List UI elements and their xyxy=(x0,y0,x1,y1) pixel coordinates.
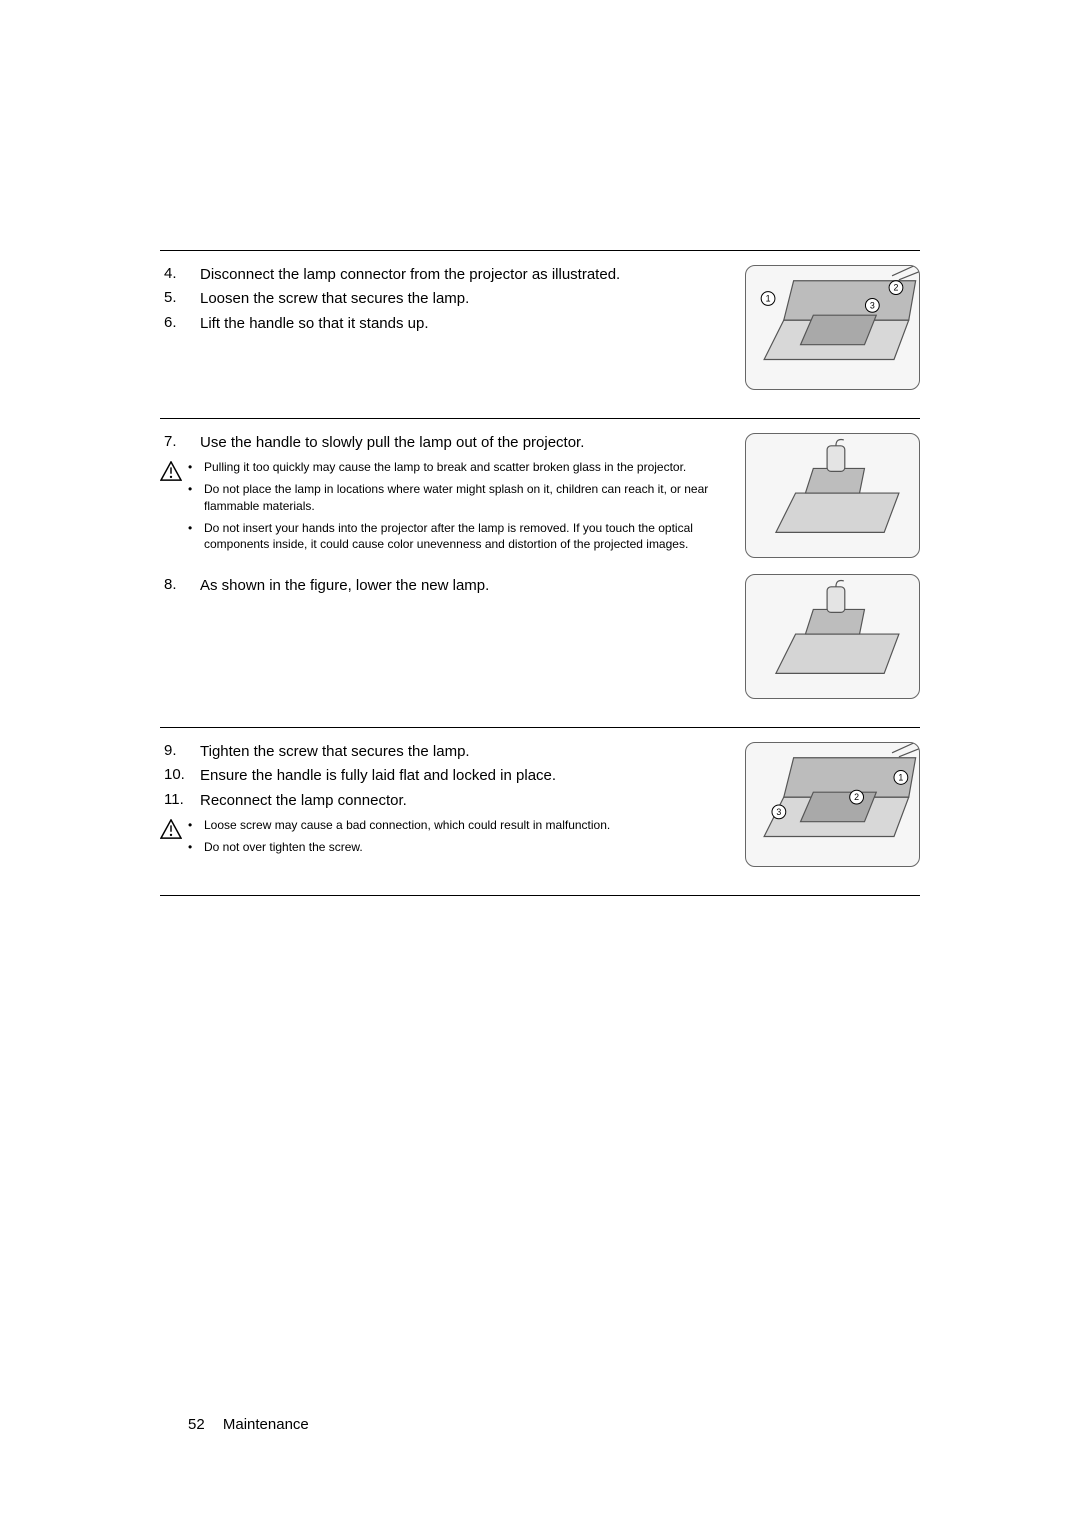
page-number: 52 xyxy=(188,1416,205,1433)
step-text: Disconnect the lamp connector from the p… xyxy=(200,265,727,285)
figure-illustration xyxy=(745,433,920,558)
step-text: Loosen the screw that secures the lamp. xyxy=(200,289,727,309)
callout-label: 3 xyxy=(776,807,781,817)
step-number: 6. xyxy=(160,314,200,334)
step-number: 5. xyxy=(160,289,200,309)
projector-open-lid-icon: 1 2 3 xyxy=(746,266,919,389)
figure-illustration: 1 2 3 xyxy=(745,742,920,867)
projector-open-lid-icon: 1 2 3 xyxy=(746,743,919,866)
step-number: 11. xyxy=(160,791,200,811)
caution-text: Do not over tighten the screw. xyxy=(204,839,363,855)
step-text: As shown in the figure, lower the new la… xyxy=(200,576,727,596)
instruction-section: 9. Tighten the screw that secures the la… xyxy=(160,727,920,896)
step-number: 7. xyxy=(160,433,200,453)
caution-text: Loose screw may cause a bad connection, … xyxy=(204,817,610,833)
step-number: 8. xyxy=(160,576,200,596)
warning-icon xyxy=(160,459,188,481)
caution-text: Do not insert your hands into the projec… xyxy=(204,520,727,552)
step-text: Reconnect the lamp connector. xyxy=(200,791,727,811)
callout-label: 1 xyxy=(766,293,771,303)
figure-illustration xyxy=(745,574,920,699)
caution-text: Pulling it too quickly may cause the lam… xyxy=(204,459,686,475)
step-item: 11. Reconnect the lamp connector. xyxy=(160,791,727,811)
caution-block: Loose screw may cause a bad connection, … xyxy=(160,817,727,861)
lamp-module-icon xyxy=(746,575,919,698)
step-text: Use the handle to slowly pull the lamp o… xyxy=(200,433,727,453)
text-column: 7. Use the handle to slowly pull the lam… xyxy=(160,433,745,699)
lamp-module-icon xyxy=(746,434,919,557)
step-number: 4. xyxy=(160,265,200,285)
section-title: Maintenance xyxy=(223,1416,309,1433)
caution-block: Pulling it too quickly may cause the lam… xyxy=(160,459,727,558)
step-list: 9. Tighten the screw that secures the la… xyxy=(160,742,727,811)
text-column: 4. Disconnect the lamp connector from th… xyxy=(160,265,745,390)
caution-list: Loose screw may cause a bad connection, … xyxy=(188,817,727,861)
step-item: 8. As shown in the figure, lower the new… xyxy=(160,576,727,596)
step-text: Ensure the handle is fully laid flat and… xyxy=(200,766,727,786)
page-footer: 52 Maintenance xyxy=(188,1416,309,1433)
figure-illustration: 1 2 3 xyxy=(745,265,920,390)
caution-item: Loose screw may cause a bad connection, … xyxy=(188,817,727,833)
callout-label: 2 xyxy=(854,792,859,802)
step-item: 5. Loosen the screw that secures the lam… xyxy=(160,289,727,309)
caution-item: Pulling it too quickly may cause the lam… xyxy=(188,459,727,475)
step-text: Tighten the screw that secures the lamp. xyxy=(200,742,727,762)
instruction-section: 4. Disconnect the lamp connector from th… xyxy=(160,250,920,418)
step-list: 4. Disconnect the lamp connector from th… xyxy=(160,265,727,334)
step-item: 7. Use the handle to slowly pull the lam… xyxy=(160,433,727,453)
step-list: 8. As shown in the figure, lower the new… xyxy=(160,576,727,596)
step-number: 10. xyxy=(160,766,200,786)
caution-item: Do not insert your hands into the projec… xyxy=(188,520,727,552)
warning-icon xyxy=(160,817,188,839)
step-number: 9. xyxy=(160,742,200,762)
figure-column: 1 2 3 xyxy=(745,742,920,867)
step-item: 10. Ensure the handle is fully laid flat… xyxy=(160,766,727,786)
instruction-section: 7. Use the handle to slowly pull the lam… xyxy=(160,418,920,727)
figure-column xyxy=(745,433,920,699)
callout-label: 3 xyxy=(870,300,875,310)
text-column: 9. Tighten the screw that secures the la… xyxy=(160,742,745,867)
caution-list: Pulling it too quickly may cause the lam… xyxy=(188,459,727,558)
caution-text: Do not place the lamp in locations where… xyxy=(204,481,727,513)
step-list: 7. Use the handle to slowly pull the lam… xyxy=(160,433,727,453)
step-item: 9. Tighten the screw that secures the la… xyxy=(160,742,727,762)
step-text: Lift the handle so that it stands up. xyxy=(200,314,727,334)
step-item: 6. Lift the handle so that it stands up. xyxy=(160,314,727,334)
callout-label: 2 xyxy=(894,283,899,293)
caution-item: Do not over tighten the screw. xyxy=(188,839,727,855)
caution-item: Do not place the lamp in locations where… xyxy=(188,481,727,513)
document-page: 4. Disconnect the lamp connector from th… xyxy=(0,0,1080,1527)
callout-label: 1 xyxy=(898,772,903,782)
figure-column: 1 2 3 xyxy=(745,265,920,390)
step-item: 4. Disconnect the lamp connector from th… xyxy=(160,265,727,285)
